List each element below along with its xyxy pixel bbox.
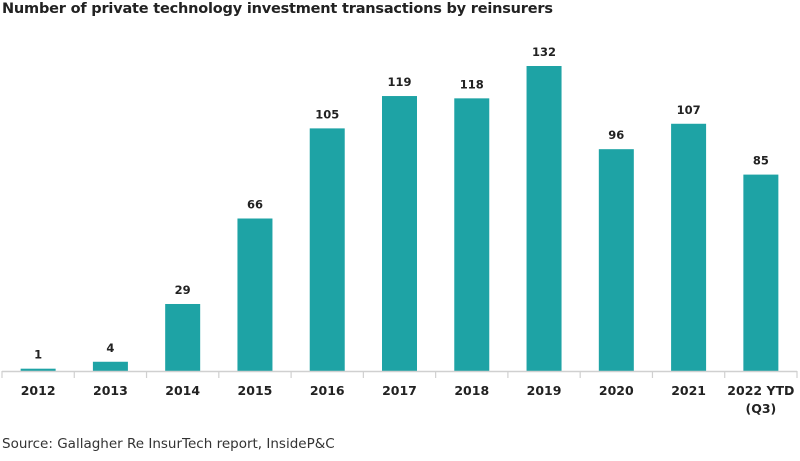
data-label: 4 [106, 341, 114, 355]
bars-group [20, 66, 779, 372]
x-tick-label: 2013 [93, 383, 128, 398]
data-label: 66 [247, 198, 263, 212]
data-label: 1 [34, 348, 42, 362]
chart-title: Number of private technology investment … [2, 1, 553, 17]
x-tick-label: 2015 [238, 383, 273, 398]
x-tick-label: 2018 [454, 383, 489, 398]
data-label: 105 [315, 107, 339, 121]
x-tick-label: 2019 [527, 383, 562, 398]
bar-2013 [92, 361, 128, 371]
x-tick-label: 2014 [165, 383, 200, 398]
bar-2019 [526, 66, 562, 371]
x-axis [1, 370, 798, 378]
data-label: 107 [677, 103, 701, 117]
data-label: 118 [460, 77, 484, 91]
x-tick-label: 2017 [382, 383, 417, 398]
data-label: 96 [608, 128, 624, 142]
bar-2016 [309, 128, 345, 371]
data-label: 29 [175, 283, 191, 297]
x-tick-label: 2020 [599, 383, 634, 398]
data-label: 85 [753, 154, 769, 168]
bar-2012 [20, 368, 56, 371]
x-tick-label: 2012 [21, 383, 56, 398]
data-labels-group: 1 4 29 66 105 119 118 132 96 107 85 [34, 45, 769, 362]
data-label: 119 [387, 75, 411, 89]
bar-2017 [382, 96, 417, 372]
bar-2018 [454, 98, 490, 372]
bar-2020 [598, 149, 634, 371]
data-label: 132 [532, 45, 556, 59]
x-tick-labels-group: 2012 2013 2014 2015 2016 2017 2018 2019 2020 2021… [21, 383, 795, 416]
bar-2021 [671, 123, 707, 371]
source-note: Source: Gallagher Re InsurTech report, I… [2, 436, 335, 452]
x-tick-label: 2016 [310, 383, 345, 398]
x-tick-label: 2021 [671, 383, 706, 398]
x-tick-label: (Q3) [745, 401, 776, 416]
bar-2022-ytd-q3- [743, 174, 779, 371]
bar-2014 [165, 303, 201, 371]
x-tick-label: 2022 YTD [727, 383, 794, 398]
bar-2015 [237, 218, 273, 371]
